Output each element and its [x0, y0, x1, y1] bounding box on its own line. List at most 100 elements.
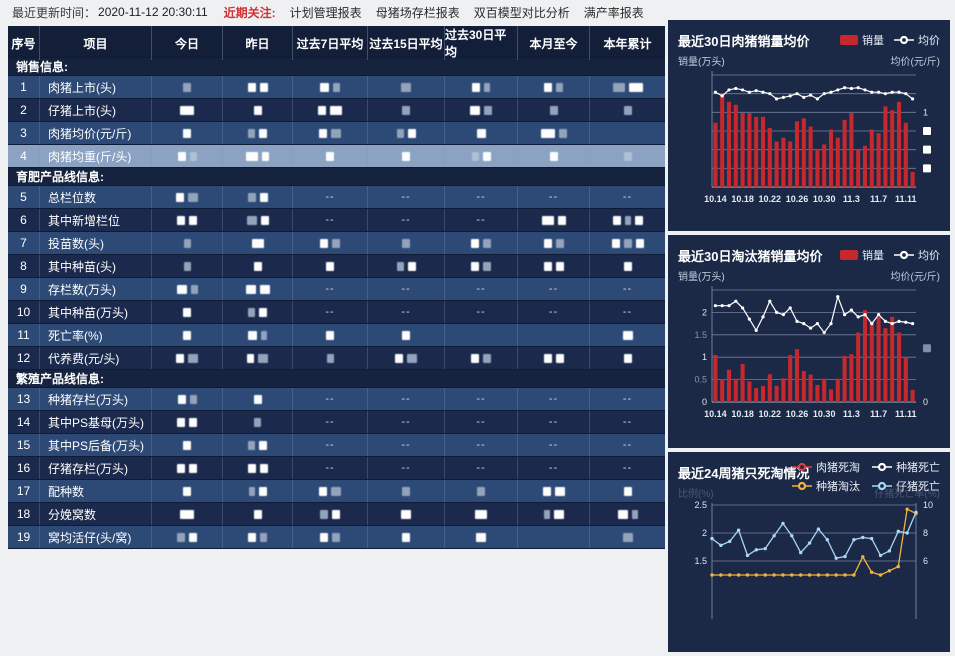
redacted-dash: --	[401, 191, 411, 203]
table-cell	[518, 255, 590, 277]
redacted-dash: --	[548, 416, 559, 428]
nav-link-2[interactable]: 母猪场存栏报表	[375, 5, 460, 20]
table-row-3[interactable]: 3 肉猪均价(元/斤)	[8, 122, 665, 144]
chart-cull-pig-sales-price-30d: 最近30日淘汰猪销量均价 销量 均价 销量(万头) 均价(元/斤) 0 0.5 1 1.…	[668, 235, 950, 448]
table-cell: --	[293, 411, 368, 433]
redacted-value	[623, 238, 632, 248]
chart-plot-area: 0 0.5 1 1.5 2 0 10.14 10.18 10.22 10.26 10.30 11.3 1…	[678, 282, 940, 430]
redacted-value	[471, 261, 479, 271]
table-cell: --	[518, 411, 590, 433]
table-cell: --	[590, 301, 665, 323]
redacted-value	[401, 509, 411, 519]
column-header: 昨日	[223, 26, 293, 60]
table-row-17[interactable]: 17 配种数	[8, 480, 665, 502]
table-cell	[223, 503, 293, 525]
legend-line-marker	[872, 462, 892, 472]
row-label: 其中PS后备(万头)	[40, 434, 152, 456]
redacted-value	[401, 82, 411, 92]
table-row-13[interactable]: 13 种猪存栏(万头) -- -- -- -- --	[8, 388, 665, 410]
legend-item-均价[interactable]: 均价	[894, 247, 940, 263]
svg-text:11.7: 11.7	[870, 409, 887, 419]
redacted-value	[484, 105, 492, 115]
redacted-value	[330, 105, 342, 115]
table-cell: --	[590, 457, 665, 479]
legend-label: 销量	[862, 35, 884, 47]
table-cell	[590, 99, 665, 121]
row-label: 其中PS基母(万头)	[40, 411, 152, 433]
table-row-6[interactable]: 6 其中新增栏位 -- -- --	[8, 209, 665, 231]
redacted-value	[320, 238, 328, 248]
redacted-value	[395, 353, 403, 363]
svg-text:2: 2	[702, 528, 707, 538]
table-row-12[interactable]: 12 代养费(元/头)	[8, 347, 665, 369]
legend-item-肉猪死淘[interactable]: 肉猪死淘	[792, 459, 860, 475]
redacted-value	[617, 509, 628, 519]
table-row-14[interactable]: 14 其中PS基母(万头) -- -- -- -- --	[8, 411, 665, 433]
nav-links: 计划管理报表 母猪场存栏报表 双百模型对比分析 满产率报表	[276, 4, 644, 21]
redacted-dash: --	[325, 214, 335, 226]
table-cell: --	[590, 434, 665, 456]
redacted-dash: --	[325, 462, 335, 474]
column-header: 过去7日平均	[293, 26, 368, 60]
legend-line-marker	[872, 481, 892, 491]
table-cell	[223, 301, 293, 323]
redacted-value	[556, 82, 563, 92]
table-row-18[interactable]: 18 分娩窝数	[8, 503, 665, 525]
redacted-value	[332, 509, 340, 519]
row-label: 其中种苗(万头)	[40, 301, 152, 323]
table-cell: --	[518, 301, 590, 323]
table-cell	[590, 145, 665, 167]
table-cell: --	[368, 278, 445, 300]
legend-item-仔猪死亡[interactable]: 仔猪死亡	[872, 478, 940, 494]
redacted-value	[320, 532, 328, 542]
redacted-value	[177, 463, 185, 473]
table-row-11[interactable]: 11 死亡率(%)	[8, 324, 665, 346]
redacted-value	[183, 307, 191, 317]
table-cell	[152, 457, 223, 479]
nav-link-3[interactable]: 双百模型对比分析	[473, 5, 570, 20]
redacted-value	[402, 532, 410, 542]
table-row-1[interactable]: 1 肉猪上市(头)	[8, 76, 665, 98]
redacted-value	[476, 128, 486, 138]
legend-item-种猪淘汰[interactable]: 种猪淘汰	[792, 478, 860, 494]
svg-text:10.26: 10.26	[786, 194, 809, 204]
table-row-16[interactable]: 16 仔猪存栏(万头) -- -- -- -- --	[8, 457, 665, 479]
table-row-9[interactable]: 9 存栏数(万头) -- -- -- -- --	[8, 278, 665, 300]
table-row-4[interactable]: 4 肉猪均重(斤/头)	[8, 145, 665, 167]
table-cell	[152, 232, 223, 254]
table-row-7[interactable]: 7 投苗数(头)	[8, 232, 665, 254]
legend-item-种猪死亡[interactable]: 种猪死亡	[872, 459, 940, 475]
table-cell	[368, 526, 445, 548]
table-cell	[223, 324, 293, 346]
redacted-value	[540, 128, 555, 138]
table-row-15[interactable]: 15 其中PS后备(万头) -- -- -- -- --	[8, 434, 665, 456]
table-row-19[interactable]: 19 窝均活仔(头/窝)	[8, 526, 665, 548]
legend-label: 肉猪死淘	[816, 462, 860, 474]
table-row-10[interactable]: 10 其中种苗(万头) -- -- -- -- --	[8, 301, 665, 323]
kpi-table: 序号 项目 今日 昨日 过去7日平均 过去15日平均 过去30日平均 本月至今 本年累计 销售信…	[8, 26, 665, 549]
redacted-value	[622, 330, 633, 340]
topbar: 最近更新时间： 2020-11-12 20:30:11 近期关注: 计划管理报表…	[0, 0, 955, 24]
redacted-dash: --	[401, 439, 411, 451]
chart-legend: 销量 均价	[840, 247, 940, 263]
table-cell	[590, 76, 665, 98]
svg-text:1.5: 1.5	[694, 330, 707, 340]
table-cell: --	[590, 278, 665, 300]
table-row-8[interactable]: 8 其中种苗(头)	[8, 255, 665, 277]
redacted-value	[483, 261, 491, 271]
legend-item-销量[interactable]: 销量	[840, 32, 884, 48]
table-cell: --	[445, 388, 518, 410]
table-cell: --	[518, 457, 590, 479]
redacted-dash: --	[548, 462, 559, 474]
redacted-dash: --	[622, 439, 633, 451]
legend-item-销量[interactable]: 销量	[840, 247, 884, 263]
nav-link-1[interactable]: 计划管理报表	[289, 5, 362, 20]
legend-item-均价[interactable]: 均价	[894, 32, 940, 48]
table-row-2[interactable]: 2 仔猪上市(头)	[8, 99, 665, 121]
row-label: 肉猪均价(元/斤)	[40, 122, 152, 144]
svg-text:8: 8	[923, 528, 928, 538]
nav-link-4[interactable]: 满产率报表	[583, 5, 644, 20]
redacted-value	[483, 353, 491, 363]
table-row-5[interactable]: 5 总栏位数 -- -- -- -- --	[8, 186, 665, 208]
svg-text:10.14: 10.14	[704, 194, 727, 204]
